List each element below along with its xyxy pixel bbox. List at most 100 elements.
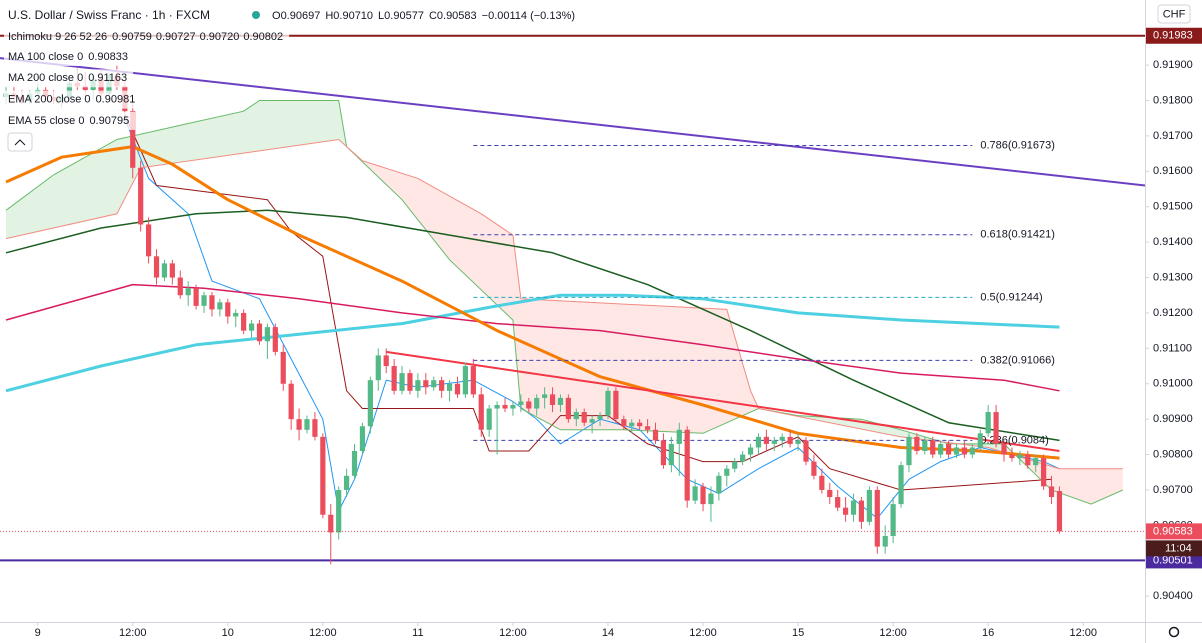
settings-button[interactable] [1168, 626, 1180, 638]
fib-label: 0.618(0.91421) [980, 229, 1055, 241]
candle-body [1025, 454, 1031, 466]
currency-button[interactable]: CHF [1157, 4, 1191, 24]
y-tick-label: 0.91100 [1153, 342, 1192, 354]
candle-body [803, 440, 809, 462]
ichimoku-cloud [402, 173, 418, 220]
candle-body [415, 380, 421, 391]
x-tick-label: 12:00 [119, 627, 147, 639]
candle-body [700, 486, 706, 505]
candle-body [1017, 454, 1023, 459]
candle-body [668, 443, 674, 466]
candle-body [747, 447, 754, 455]
legend-value: 0.90727 [156, 31, 196, 43]
candle-body [359, 426, 366, 452]
candle-body [985, 412, 991, 434]
ichimoku-cloud [481, 213, 513, 320]
candle-body [906, 436, 912, 466]
candle-body [613, 390, 619, 420]
market-status[interactable] [252, 11, 260, 19]
candle-body [272, 327, 278, 352]
chart-title: U.S. Dollar / Swiss Franc · 1h · FXCM [8, 8, 210, 22]
legend-row-bg [4, 28, 290, 46]
ichimoku-cloud [180, 111, 244, 163]
candle-body [486, 408, 492, 430]
quote-key: O [272, 10, 281, 22]
y-tick-label: 0.91400 [1153, 236, 1193, 248]
candle-body [771, 440, 777, 444]
ichimoku-cloud [6, 174, 54, 239]
ichimoku-cloud [623, 304, 703, 434]
ichimoku-cloud [259, 100, 339, 151]
candle-body [256, 323, 263, 342]
candle-body [755, 436, 762, 448]
candle-body [248, 323, 255, 331]
quote-change: −0.00114 (−0.13%) [482, 10, 575, 22]
trendline [0, 57, 1146, 187]
x-tick-label: 9 [35, 627, 41, 639]
collapse-box [7, 132, 33, 152]
candle-body [953, 447, 960, 455]
candle-body [866, 489, 872, 522]
quote-key: H [325, 10, 333, 22]
candle-body [399, 373, 405, 391]
candle-body [209, 295, 215, 310]
legend-name: MA 100 close 0 [8, 51, 83, 63]
ichimoku-cloud [417, 178, 450, 260]
candle-body [439, 380, 445, 391]
moving-average-line [5, 293, 1060, 393]
candle-body [922, 440, 928, 452]
legend-value: 0.90833 [88, 51, 128, 63]
candle-body [605, 390, 611, 416]
candle-body [787, 436, 793, 444]
candle-body [684, 429, 690, 501]
candle-body [930, 440, 936, 455]
candle-body [827, 489, 833, 498]
trendline [386, 350, 1060, 452]
ichimoku-cloud [243, 100, 260, 154]
candle-body [233, 312, 239, 317]
candle-body [621, 419, 627, 427]
currency: CHF [1163, 8, 1186, 20]
candle-body [264, 327, 270, 342]
candle-body [328, 514, 334, 533]
legend-name: EMA 200 close 0 [8, 94, 91, 106]
candle-body [375, 355, 381, 381]
candle-body [652, 429, 659, 441]
candle-body [320, 436, 326, 515]
ichimoku-cloud [53, 139, 117, 228]
y-tick-label: 0.91000 [1153, 378, 1193, 390]
candle-body [446, 383, 453, 391]
quote-value: 0.90710 [333, 10, 373, 22]
candle-body [969, 447, 975, 455]
candle-body [938, 443, 944, 455]
collapse-button[interactable] [7, 132, 33, 152]
candle-body [478, 394, 484, 430]
level-label-box [1146, 27, 1202, 44]
legend-value: 0.90795 [89, 115, 129, 127]
legend-value: 0.91163 [88, 72, 127, 84]
fib-label: 0.382(0.91066) [980, 354, 1055, 366]
legend-name: EMA 55 close 0 [8, 115, 84, 127]
candle-body [835, 497, 841, 508]
candle-body [391, 366, 397, 391]
candle-body [557, 397, 564, 405]
candle-body [494, 404, 500, 409]
y-tick-label: 0.91900 [1153, 59, 1193, 71]
moving-average-line [5, 209, 1060, 442]
x-tick-label: 16 [982, 627, 994, 639]
candle-body [811, 461, 817, 476]
candle-body [185, 288, 191, 296]
candle-body [280, 351, 286, 384]
candle-body [217, 302, 223, 310]
candle-body [454, 383, 461, 395]
legend-row-bg [4, 48, 134, 66]
currency-box [1157, 4, 1191, 24]
y-tick-label: 0.91600 [1153, 165, 1193, 177]
candle-body [1033, 458, 1039, 466]
candle-body [795, 440, 801, 444]
candle-body [344, 475, 350, 490]
candle-body [138, 167, 144, 225]
legend-row-bg [4, 111, 136, 130]
candle-body [296, 419, 302, 430]
countdown: 11:04 [1165, 542, 1192, 554]
